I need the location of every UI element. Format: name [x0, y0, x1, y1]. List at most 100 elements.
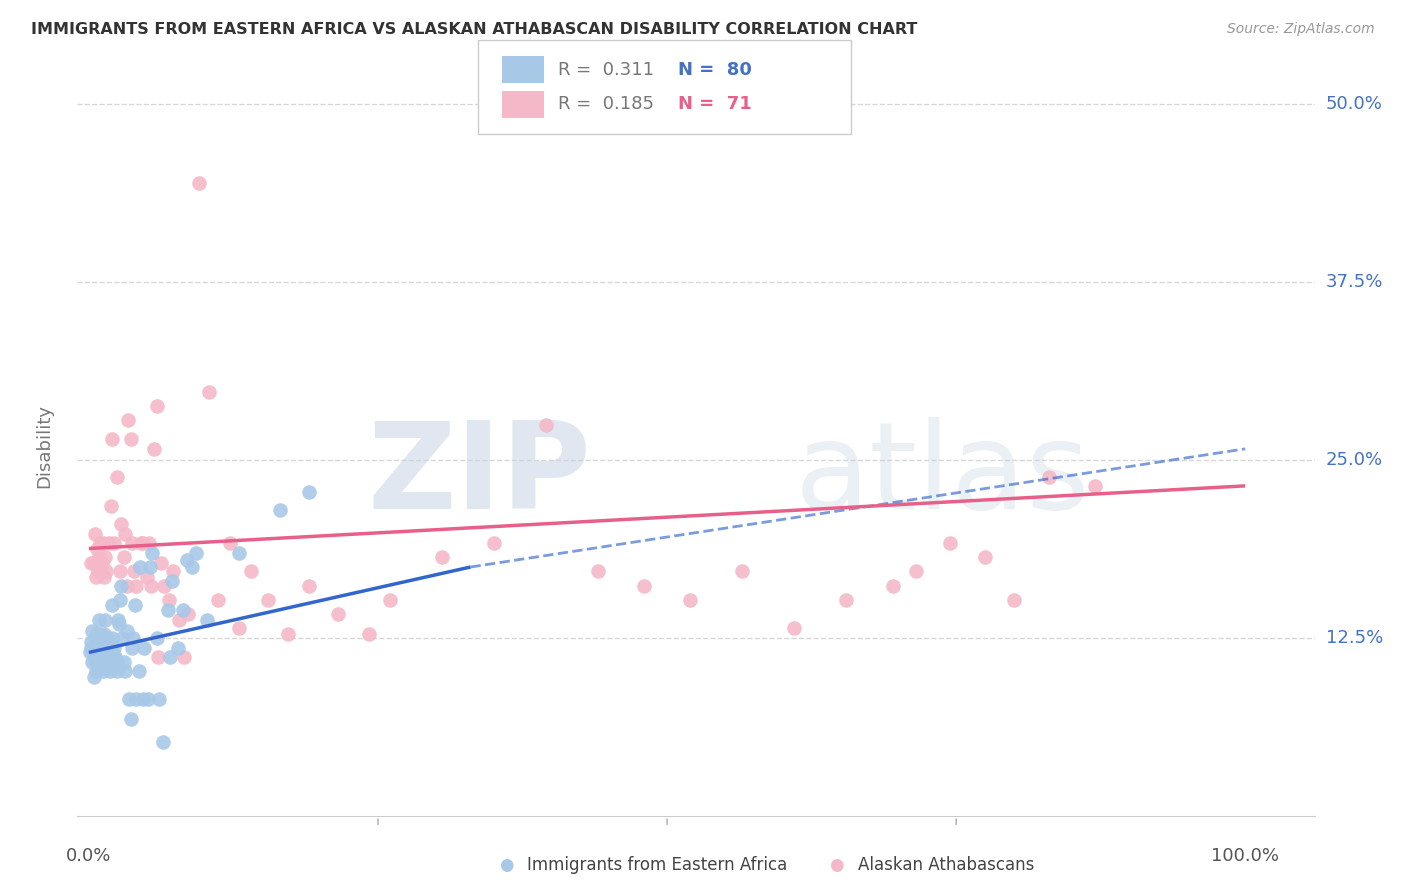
Point [128, 560, 150, 574]
Point [257, 592, 280, 607]
Point [139, 560, 162, 574]
Point [156, 603, 179, 617]
Point [96, 641, 118, 656]
Point [100, 641, 122, 656]
Text: Alaskan Athabascans: Alaskan Athabascans [858, 856, 1033, 874]
Point [228, 546, 250, 560]
Point [122, 564, 145, 578]
Point [84, 664, 107, 678]
Point [86, 541, 108, 556]
Y-axis label: Disability: Disability [35, 404, 53, 488]
Point [187, 176, 209, 190]
Point [101, 631, 124, 645]
Point [160, 574, 183, 589]
Point [96, 649, 118, 664]
Point [83, 631, 105, 645]
Point [141, 546, 163, 560]
Point [134, 641, 156, 656]
Point [835, 592, 858, 607]
Point [89, 627, 111, 641]
Point [90, 649, 112, 664]
Point [129, 536, 152, 550]
Point [125, 578, 148, 592]
Point [162, 564, 184, 578]
Point [297, 578, 319, 592]
Point [783, 621, 806, 635]
Text: Source: ZipAtlas.com: Source: ZipAtlas.com [1227, 22, 1375, 37]
Point [98, 656, 121, 670]
Point [83, 556, 105, 570]
Point [120, 432, 142, 446]
Point [146, 631, 169, 645]
Point [114, 664, 136, 678]
Point [98, 664, 121, 678]
Text: 25.0%: 25.0% [1326, 451, 1384, 469]
Point [124, 599, 146, 613]
Point [110, 517, 132, 532]
Point [79, 645, 101, 659]
Point [149, 556, 172, 570]
Point [87, 658, 110, 673]
Point [93, 570, 115, 584]
Text: ●: ● [830, 856, 844, 874]
Point [90, 556, 112, 570]
Text: 0.0%: 0.0% [66, 847, 111, 864]
Point [534, 417, 557, 432]
Point [93, 627, 115, 641]
Point [152, 735, 174, 749]
Point [731, 564, 754, 578]
Point [1002, 592, 1025, 607]
Point [83, 652, 105, 666]
Point [904, 564, 927, 578]
Point [136, 692, 159, 706]
Point [101, 599, 124, 613]
Point [86, 627, 108, 641]
Point [87, 644, 110, 658]
Point [101, 656, 124, 670]
Point [101, 432, 124, 446]
Point [82, 624, 104, 639]
Point [89, 536, 111, 550]
Text: R =  0.185: R = 0.185 [558, 95, 654, 113]
Point [128, 664, 150, 678]
Point [148, 692, 170, 706]
Point [138, 536, 160, 550]
Point [146, 399, 169, 413]
Point [121, 641, 143, 656]
Point [82, 656, 104, 670]
Point [633, 578, 655, 592]
Point [108, 592, 131, 607]
Point [103, 536, 125, 550]
Point [89, 613, 111, 627]
Point [167, 641, 190, 656]
Point [430, 549, 453, 565]
Point [94, 613, 117, 627]
Point [121, 631, 143, 645]
Point [159, 649, 181, 664]
Point [180, 560, 202, 574]
Point [84, 570, 107, 584]
Point [103, 649, 125, 664]
Point [100, 499, 122, 513]
Point [125, 692, 148, 706]
Point [195, 613, 218, 627]
Point [172, 603, 194, 617]
Point [939, 536, 962, 550]
Point [80, 641, 103, 656]
Point [882, 578, 904, 592]
Text: Immigrants from Eastern Africa: Immigrants from Eastern Africa [527, 856, 787, 874]
Text: IMMIGRANTS FROM EASTERN AFRICA VS ALASKAN ATHABASCAN DISABILITY CORRELATION CHAR: IMMIGRANTS FROM EASTERN AFRICA VS ALASKA… [31, 22, 917, 37]
Point [91, 664, 114, 678]
Point [157, 592, 180, 607]
Point [326, 607, 349, 621]
Point [176, 553, 198, 567]
Point [482, 536, 505, 550]
Point [207, 592, 229, 607]
Point [357, 627, 380, 641]
Point [269, 503, 291, 517]
Point [228, 621, 250, 635]
Point [132, 536, 155, 550]
Point [142, 442, 165, 456]
Point [105, 656, 128, 670]
Point [108, 564, 131, 578]
